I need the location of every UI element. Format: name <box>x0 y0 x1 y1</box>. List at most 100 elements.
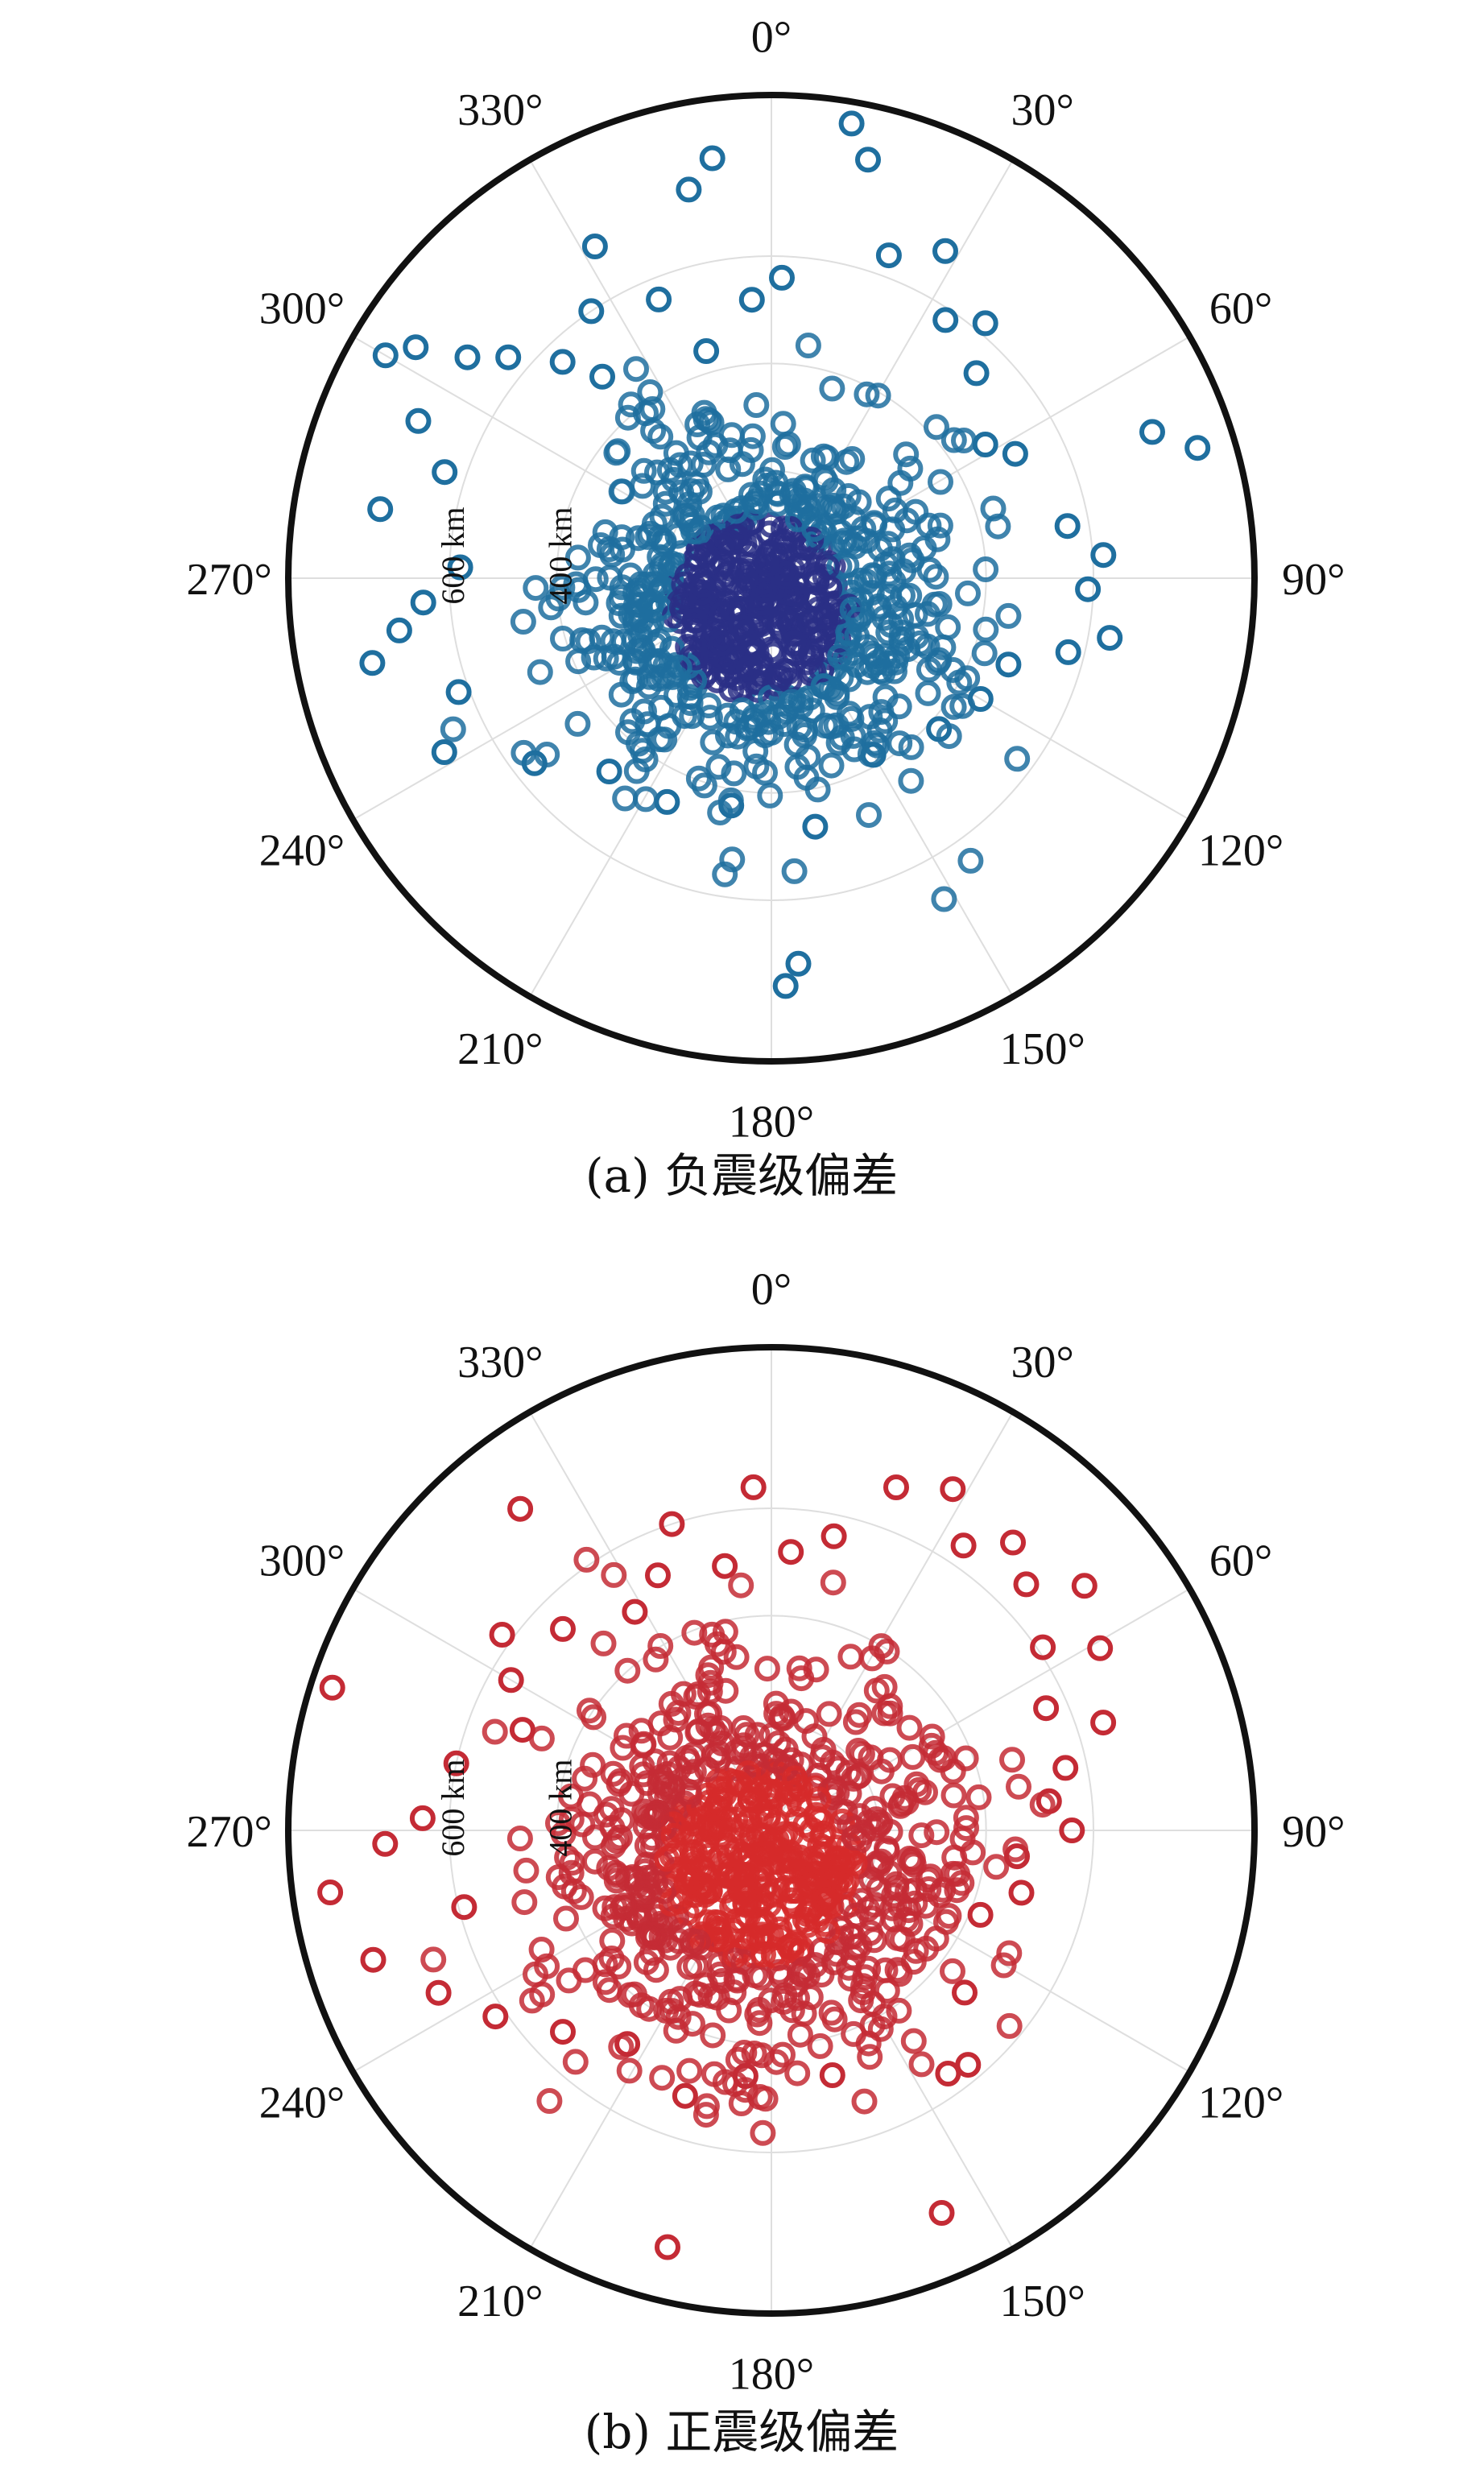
cluster-point <box>841 1850 868 1876</box>
cluster-point <box>592 1895 618 1921</box>
cluster-point <box>795 333 821 358</box>
cluster-point <box>865 383 891 409</box>
cluster-point <box>628 607 655 634</box>
cluster-point <box>649 2065 676 2091</box>
scatter-point <box>967 1901 994 1928</box>
cluster-point <box>883 649 908 676</box>
cluster-point <box>624 638 651 664</box>
cluster-point <box>724 1838 750 1864</box>
cluster-point <box>660 1822 687 1849</box>
scatter-point <box>926 716 953 742</box>
cluster-point <box>619 708 646 734</box>
cluster-point <box>536 2088 563 2114</box>
cluster-point <box>628 634 655 660</box>
cluster-point <box>879 1895 906 1921</box>
cluster-point <box>897 455 924 482</box>
cluster-point <box>716 1862 742 1888</box>
cluster-point <box>798 527 825 552</box>
scatter-point <box>838 110 865 137</box>
panel-b-radial-tick-labels: 400 km 600 km <box>435 1759 578 1856</box>
scatter-point <box>405 407 432 434</box>
cluster-point <box>927 512 953 539</box>
cluster-point <box>888 1791 915 1818</box>
cluster-point <box>750 2119 776 2146</box>
cluster-point <box>676 1779 702 1805</box>
cluster-point <box>545 1864 572 1891</box>
scatter-point <box>1013 1571 1040 1598</box>
cluster-point <box>915 680 941 706</box>
cluster-point <box>712 861 738 887</box>
cluster-point <box>684 1719 711 1746</box>
cluster-point <box>592 519 618 545</box>
cluster-point <box>872 684 899 710</box>
cluster-point <box>814 554 841 581</box>
cluster-point <box>841 1824 867 1851</box>
cluster-point <box>895 1878 920 1904</box>
cluster-point <box>700 729 726 755</box>
cluster-point <box>601 643 627 670</box>
cluster-point <box>792 487 818 514</box>
cluster-point <box>665 1700 692 1727</box>
cluster-point <box>634 1832 660 1859</box>
cluster-point <box>667 452 693 478</box>
cluster-point <box>833 449 860 475</box>
cluster-point <box>630 473 655 499</box>
cluster-point <box>859 1645 886 1672</box>
cluster-point <box>930 634 957 660</box>
theta-tick-label: 300° <box>259 1536 345 1586</box>
cluster-point <box>714 702 741 729</box>
cluster-point <box>643 1957 669 1983</box>
cluster-point <box>739 640 766 667</box>
cluster-point <box>996 1940 1023 1966</box>
cluster-point <box>955 580 981 606</box>
cluster-point <box>722 498 749 524</box>
cluster-point <box>597 564 623 591</box>
cluster-point <box>931 1745 957 1772</box>
scatter-point <box>495 344 522 370</box>
panel-a-negative-bias: 0° 30° 60° 90° 120° 150° 180° 210° 240° 270° 300° 3… <box>186 13 1345 1203</box>
cluster-point <box>906 1776 932 1803</box>
cluster-point <box>666 1817 692 1843</box>
scatter-point <box>432 459 458 486</box>
cluster-point <box>513 1857 539 1884</box>
cluster-point <box>828 1916 854 1942</box>
cluster-point <box>754 551 780 577</box>
cluster-point <box>880 569 907 594</box>
cluster-point <box>605 438 631 465</box>
cluster-point <box>866 1875 892 1902</box>
scatter-point <box>952 1979 978 2006</box>
cluster-point <box>528 1937 555 1962</box>
cluster-point <box>845 1738 872 1764</box>
cluster-point <box>606 1954 632 1979</box>
cluster-point <box>737 1842 763 1869</box>
scatter-point <box>718 792 745 819</box>
cluster-point <box>805 1786 832 1813</box>
cluster-point <box>577 1791 603 1818</box>
cluster-point <box>527 659 553 685</box>
cluster-point <box>440 716 466 742</box>
cluster-point <box>742 738 769 764</box>
cluster-point <box>871 1700 898 1727</box>
cluster-point <box>630 457 657 484</box>
cluster-point <box>754 1803 781 1830</box>
cluster-point <box>741 2041 767 2066</box>
cluster-point <box>652 478 679 505</box>
cluster-point <box>572 1957 598 1983</box>
scatter-point <box>319 1674 345 1701</box>
cluster-point <box>723 1644 750 1670</box>
cluster-point <box>842 533 868 560</box>
cluster-point <box>757 1987 783 2014</box>
cluster-point <box>742 614 768 640</box>
scatter-point <box>614 2031 641 2057</box>
scatter-point <box>855 147 881 173</box>
radial-tick-label: 400 km <box>542 1759 578 1856</box>
cluster-point <box>622 666 649 693</box>
cluster-point <box>684 1681 711 1707</box>
cluster-point <box>679 703 705 730</box>
cluster-point <box>582 1824 608 1851</box>
cluster-point <box>649 503 676 530</box>
cluster-point <box>814 1918 841 1945</box>
cluster-point <box>651 528 677 555</box>
cluster-point <box>800 1846 826 1872</box>
cluster-point <box>844 651 870 678</box>
